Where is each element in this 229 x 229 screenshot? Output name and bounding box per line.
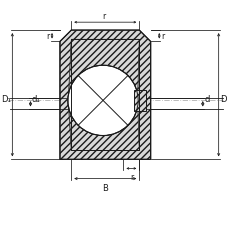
Polygon shape (60, 31, 150, 160)
Text: r: r (129, 172, 132, 181)
Text: d: d (203, 94, 209, 103)
Polygon shape (68, 40, 71, 151)
Bar (133, 90, 145, 112)
Text: D: D (220, 94, 226, 103)
Circle shape (68, 66, 138, 136)
Polygon shape (137, 40, 139, 151)
Bar (71, 40, 139, 151)
Polygon shape (68, 40, 139, 95)
Bar (71, 40, 139, 151)
Text: r: r (161, 32, 164, 41)
Polygon shape (68, 107, 139, 151)
Text: D₁: D₁ (1, 94, 11, 103)
Text: d₁: d₁ (31, 94, 40, 103)
Text: B: B (102, 183, 108, 192)
Text: r: r (46, 32, 49, 41)
Text: r: r (102, 12, 105, 21)
